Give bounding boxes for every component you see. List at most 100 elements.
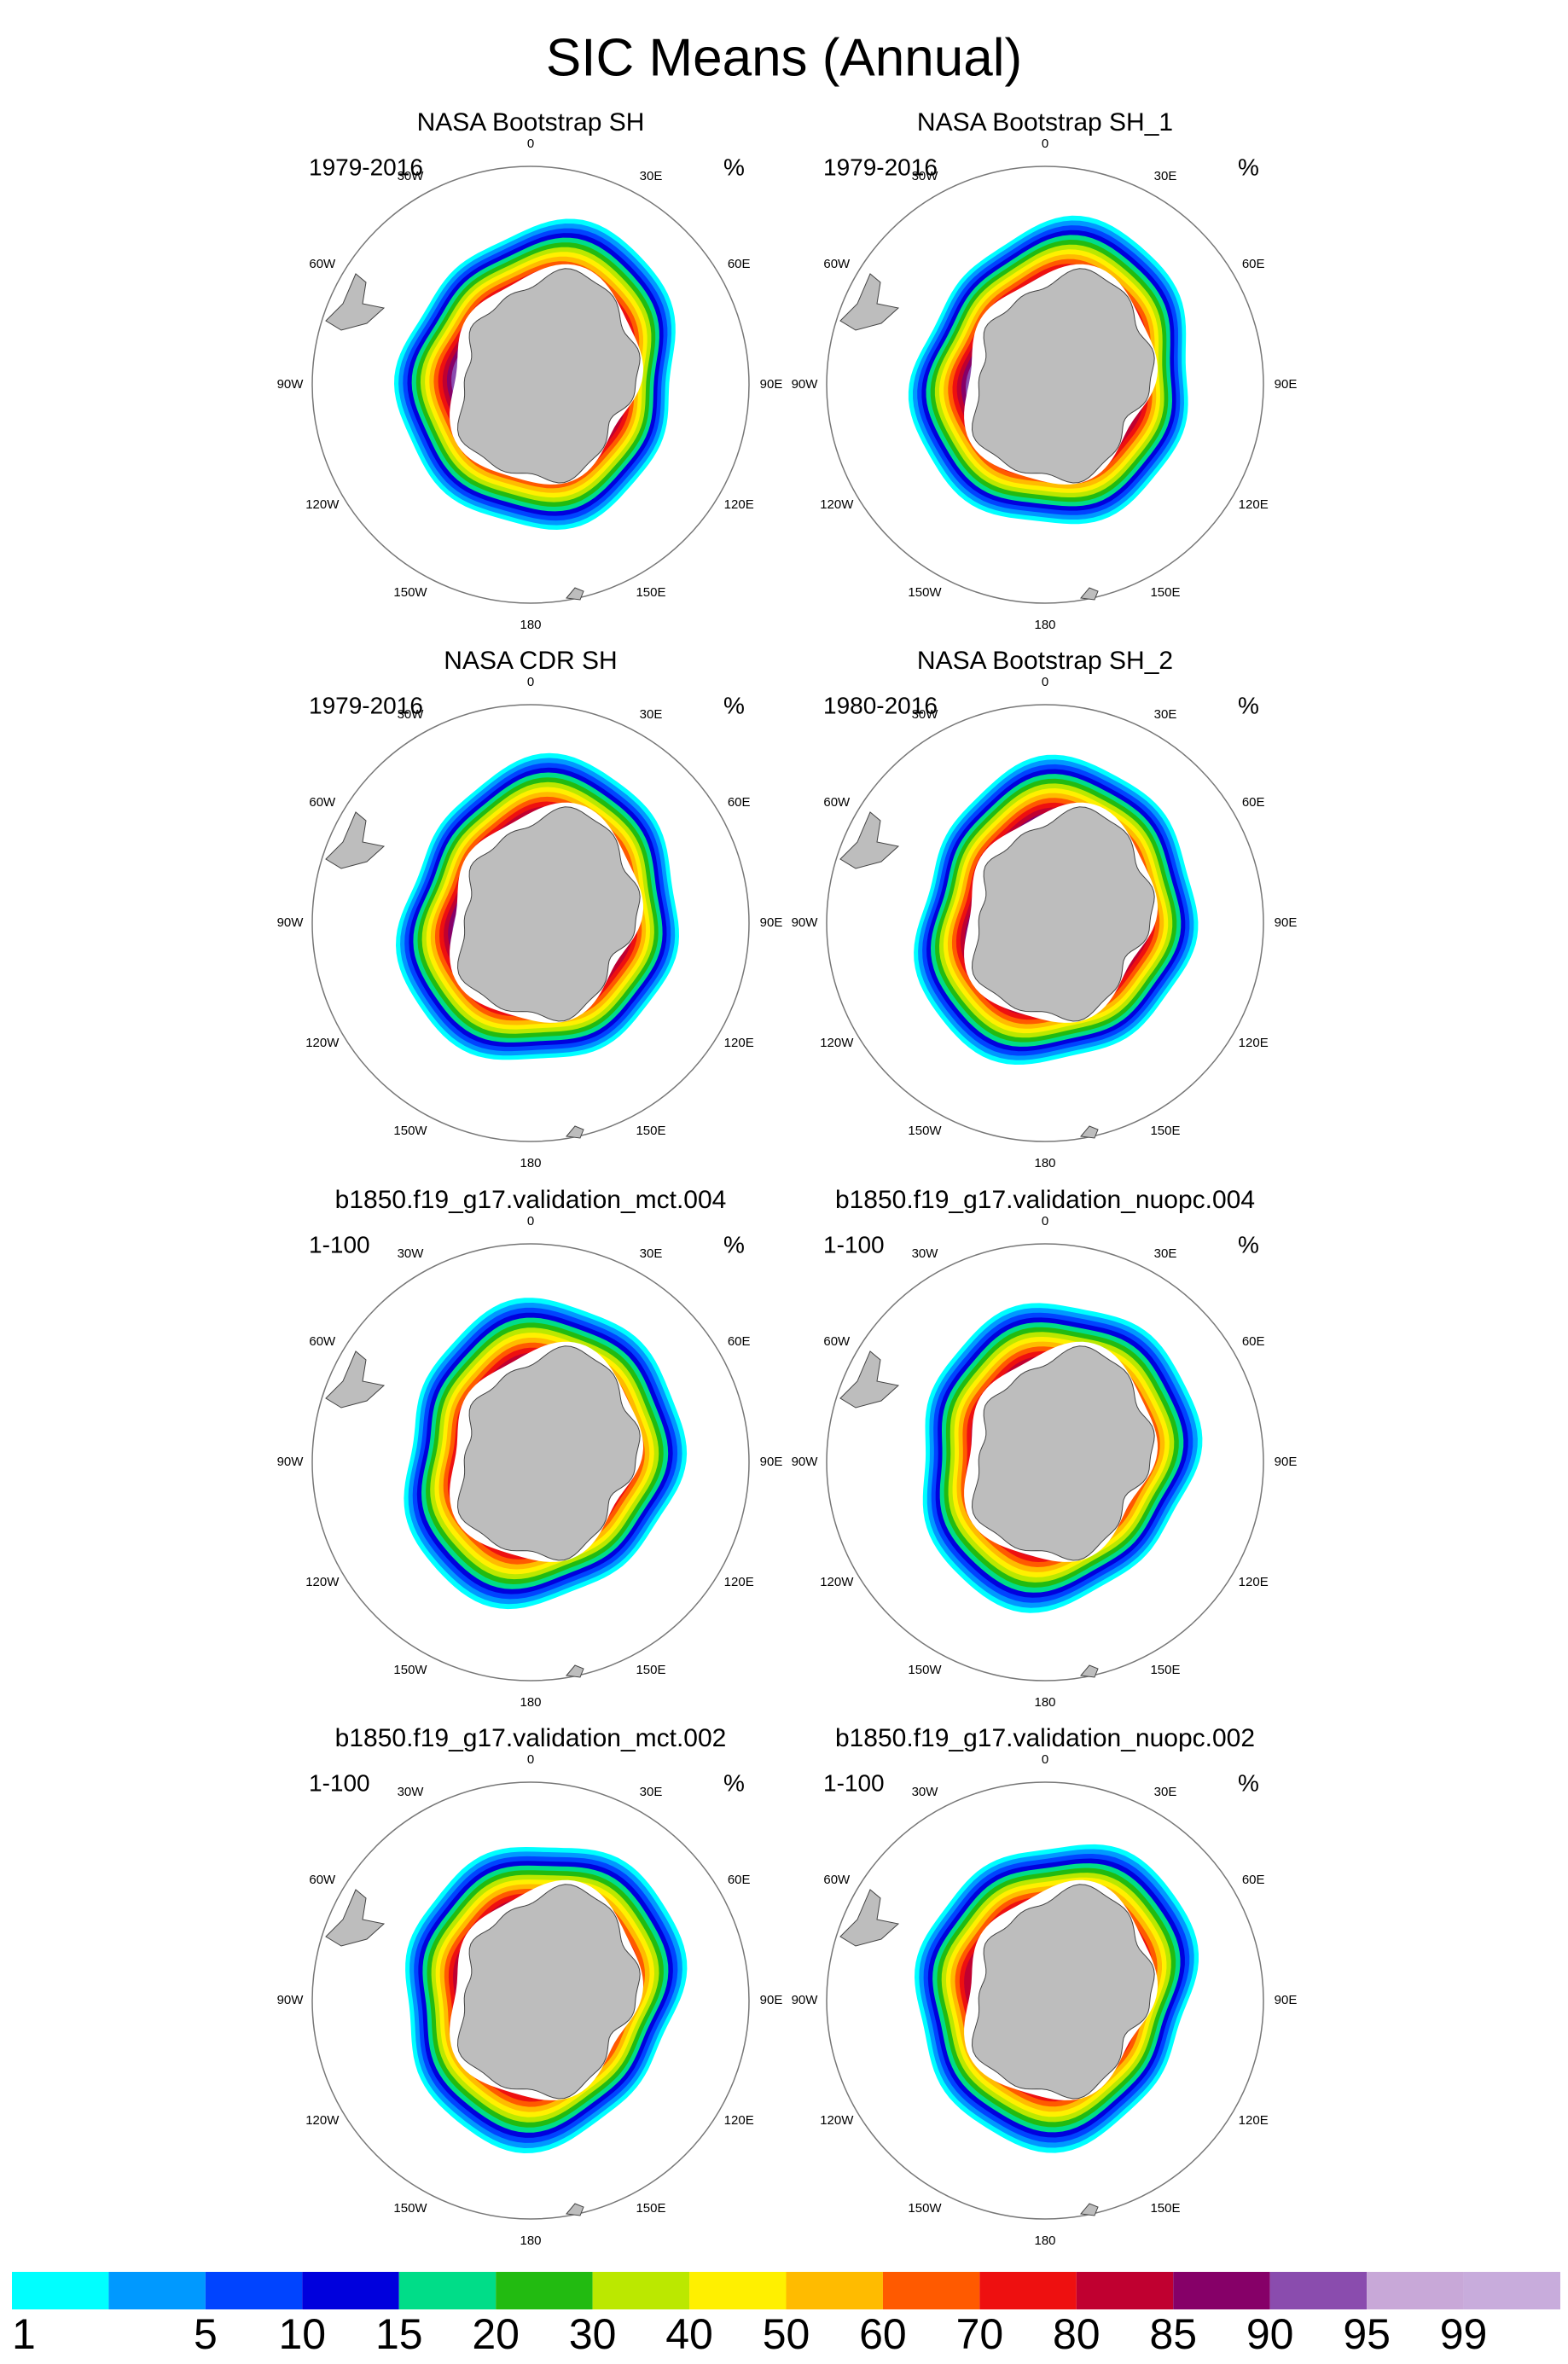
longitude-label: 30E — [1154, 169, 1177, 183]
longitude-label: 30W — [398, 707, 425, 722]
longitude-label: 90W — [792, 1993, 819, 2007]
antarctica — [971, 1884, 1155, 2100]
longitude-label: 0 — [527, 675, 534, 689]
panel-unit: % — [723, 692, 745, 718]
island — [1080, 587, 1099, 601]
longitude-label: 180 — [1034, 2233, 1055, 2248]
longitude-label: 120W — [305, 1036, 340, 1050]
south-america — [325, 1350, 386, 1409]
longitude-label: 150W — [393, 585, 427, 600]
colorbar-label: 1 — [12, 2310, 36, 2358]
antarctica — [456, 806, 641, 1022]
panel-period: 1-100 — [823, 1231, 885, 1258]
longitude-label: 150E — [1150, 585, 1180, 600]
longitude-label: 150E — [1150, 1663, 1180, 1677]
map-boundary — [311, 1243, 750, 1682]
longitude-label: 60E — [728, 795, 751, 810]
antarctica — [456, 268, 641, 484]
longitude-label: 150E — [1150, 1124, 1180, 1138]
longitude-label: 60W — [823, 795, 851, 810]
panel-title: b1850.f19_g17.validation_nuopc.004 — [835, 1186, 1255, 1214]
colorbar-box — [1173, 2272, 1270, 2309]
longitude-label: 60E — [728, 1334, 751, 1349]
colorbar-label: 15 — [375, 2310, 423, 2358]
longitude-label: 60E — [1242, 257, 1265, 271]
longitude-label: 0 — [1042, 136, 1048, 151]
panel-period: 1-100 — [823, 1769, 885, 1796]
longitude-label: 0 — [1042, 1214, 1048, 1228]
longitude-label: 60E — [1242, 1873, 1265, 1887]
colorbar-label: 95 — [1343, 2310, 1391, 2358]
panel-title: NASA Bootstrap SH — [417, 108, 645, 136]
island — [1080, 1125, 1099, 1139]
longitude-label: 120W — [820, 1036, 854, 1050]
map-boundary — [826, 704, 1264, 1142]
longitude-label: 90E — [760, 377, 783, 392]
colorbar-box — [205, 2272, 303, 2309]
south-america — [839, 1350, 900, 1409]
longitude-label: 150W — [908, 1663, 942, 1677]
colorbar-box — [1463, 2272, 1560, 2309]
colorbar-label: 30 — [569, 2310, 617, 2358]
panel-title: NASA Bootstrap SH_1 — [917, 108, 1173, 136]
longitude-label: 60W — [823, 1873, 851, 1887]
longitude-label: 60W — [309, 1334, 336, 1349]
colorbar-label: 85 — [1149, 2310, 1197, 2358]
longitude-label: 60W — [823, 1334, 851, 1349]
longitude-label: 150E — [636, 1124, 665, 1138]
longitude-label: 60W — [309, 795, 336, 810]
longitude-label: 180 — [520, 1695, 541, 1710]
map-panel: b1850.f19_g17.validation_mct.002 1-100 % 0 3… — [277, 1724, 783, 2248]
longitude-label: 150W — [393, 2201, 427, 2216]
longitude-label: 120E — [1239, 1036, 1269, 1050]
longitude-label: 150W — [908, 2201, 942, 2216]
panel-period: 1979-2016 — [823, 154, 938, 180]
longitude-label: 90E — [1275, 915, 1298, 930]
panel-period: 1980-2016 — [823, 692, 938, 718]
longitude-label: 60E — [728, 257, 751, 271]
longitude-label: 0 — [1042, 1752, 1048, 1767]
longitude-label: 60W — [309, 257, 336, 271]
longitude-label: 60W — [309, 1873, 336, 1887]
map-boundary — [311, 166, 750, 604]
longitude-label: 60E — [728, 1873, 751, 1887]
longitude-label: 90E — [1275, 1455, 1298, 1469]
longitude-label: 90E — [1275, 1993, 1298, 2007]
map-boundary — [826, 1243, 1264, 1682]
antarctica — [971, 806, 1155, 1022]
antarctica — [456, 1345, 641, 1561]
longitude-label: 120W — [820, 497, 854, 512]
longitude-label: 0 — [527, 136, 534, 151]
longitude-label: 30W — [912, 1246, 939, 1261]
longitude-label: 120W — [305, 2113, 340, 2128]
longitude-label: 150W — [393, 1663, 427, 1677]
longitude-label: 90W — [792, 915, 819, 930]
longitude-label: 150E — [1150, 2201, 1180, 2216]
longitude-label: 90E — [760, 1455, 783, 1469]
panel-unit: % — [723, 1769, 745, 1796]
longitude-label: 30W — [912, 707, 939, 722]
map-boundary — [311, 704, 750, 1142]
longitude-label: 30E — [1154, 707, 1177, 722]
panel-unit: % — [1238, 1231, 1259, 1258]
south-america — [839, 1889, 900, 1947]
colorbar-box — [302, 2272, 399, 2309]
longitude-label: 120W — [305, 1575, 340, 1589]
longitude-label: 30W — [398, 1785, 425, 1799]
longitude-label: 120E — [724, 1575, 754, 1589]
longitude-label: 90E — [760, 915, 783, 930]
panel-period: 1979-2016 — [309, 692, 423, 718]
south-america — [325, 273, 386, 331]
island — [566, 587, 584, 601]
longitude-label: 150W — [908, 1124, 942, 1138]
map-panel: NASA Bootstrap SH_2 1980-2016 % 0 30E 60E 90E 1… — [792, 647, 1298, 1170]
longitude-label: 120E — [1239, 1575, 1269, 1589]
map-panel: b1850.f19_g17.validation_nuopc.002 1-100%… — [792, 1724, 1298, 2248]
map-boundary — [826, 166, 1264, 604]
longitude-label: 120W — [305, 497, 340, 512]
map-panel: NASA CDR SH 1979-2016 % 0 30E 60E 90E 120E 150E 1… — [277, 647, 783, 1170]
longitude-label: 150E — [636, 1663, 665, 1677]
longitude-label: 60W — [823, 257, 851, 271]
